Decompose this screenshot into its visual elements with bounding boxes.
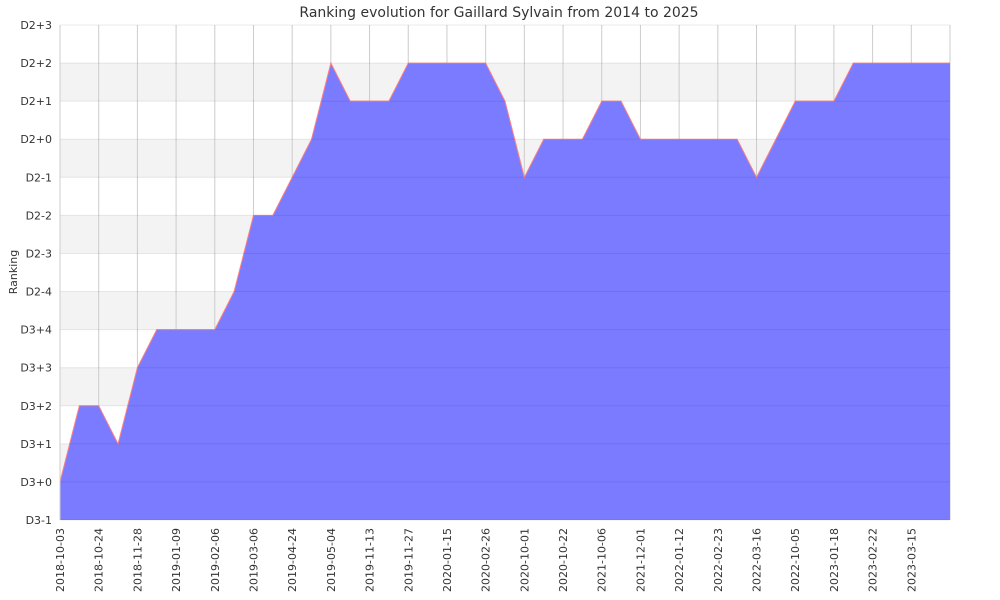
y-tick-label: D2-2: [26, 209, 52, 222]
y-tick-label: D3+0: [20, 476, 52, 489]
x-tick-label: 2019-01-09: [170, 528, 183, 592]
area-layer: [59, 61, 950, 520]
y-tick-labels: D3-1 D3+0 D3+1 D3+2 D3+3 D3+4 D2-4 D2-3 D2-2 D2-1…: [20, 19, 52, 527]
x-tick-label: 2019-04-24: [286, 528, 299, 592]
x-tick-label: 2020-02-26: [480, 528, 493, 592]
y-axis-title: Ranking: [7, 250, 20, 295]
x-tick-label: 2018-10-03: [54, 528, 67, 592]
y-tick-label: D2+2: [20, 57, 52, 70]
x-tick-label: 2023-03-15: [905, 528, 918, 592]
x-tick-label: 2022-10-05: [789, 528, 802, 592]
x-tick-label: 2020-10-22: [557, 528, 570, 592]
y-tick-label: D2-4: [26, 286, 52, 299]
x-tick-label: 2020-10-01: [518, 528, 531, 592]
x-tick-label: 2019-02-06: [209, 528, 222, 592]
background-band: [60, 63, 950, 102]
horizontal-gridlines: [59, 24, 950, 521]
y-tick-label: D2+3: [20, 19, 52, 32]
x-tick-label: 2019-03-06: [247, 528, 260, 592]
x-tick-label: 2022-02-23: [712, 528, 725, 592]
y-tick-label: D3+2: [20, 400, 52, 413]
x-tick-label: 2018-10-24: [93, 528, 106, 592]
x-tick-label: 2020-01-15: [441, 528, 454, 592]
x-tick-label: 2021-12-01: [634, 528, 647, 592]
y-tick-label: D2+0: [20, 133, 52, 146]
x-tick-label: 2023-02-22: [867, 528, 880, 592]
ranking-line: [59, 61, 950, 483]
x-tick-label: 2019-11-27: [402, 528, 415, 592]
x-tick-label: 2019-11-13: [364, 528, 377, 592]
y-tick-label: D3+3: [20, 362, 52, 375]
ranking-area: [60, 63, 950, 520]
x-tick-label: 2022-03-16: [751, 528, 764, 592]
y-tick-label: D2-1: [26, 171, 52, 184]
y-tick-label: D2+1: [20, 95, 52, 108]
y-tick-label: D3+4: [20, 324, 52, 337]
x-tick-label: 2021-10-06: [596, 528, 609, 592]
y-tick-label: D3-1: [26, 514, 52, 527]
x-tick-label: 2023-01-18: [828, 528, 841, 592]
x-tick-label: 2018-11-28: [131, 528, 144, 592]
x-tick-labels: 2018-10-03 2018-10-24 2018-11-28 2019-01-09…: [54, 528, 918, 592]
chart-title: Ranking evolution for Gaillard Sylvain f…: [299, 5, 698, 21]
y-tick-label: D2-3: [26, 247, 52, 260]
x-tick-label: 2019-05-04: [325, 528, 338, 592]
x-tick-label: 2022-01-12: [673, 528, 686, 592]
y-tick-label: D3+1: [20, 438, 52, 451]
